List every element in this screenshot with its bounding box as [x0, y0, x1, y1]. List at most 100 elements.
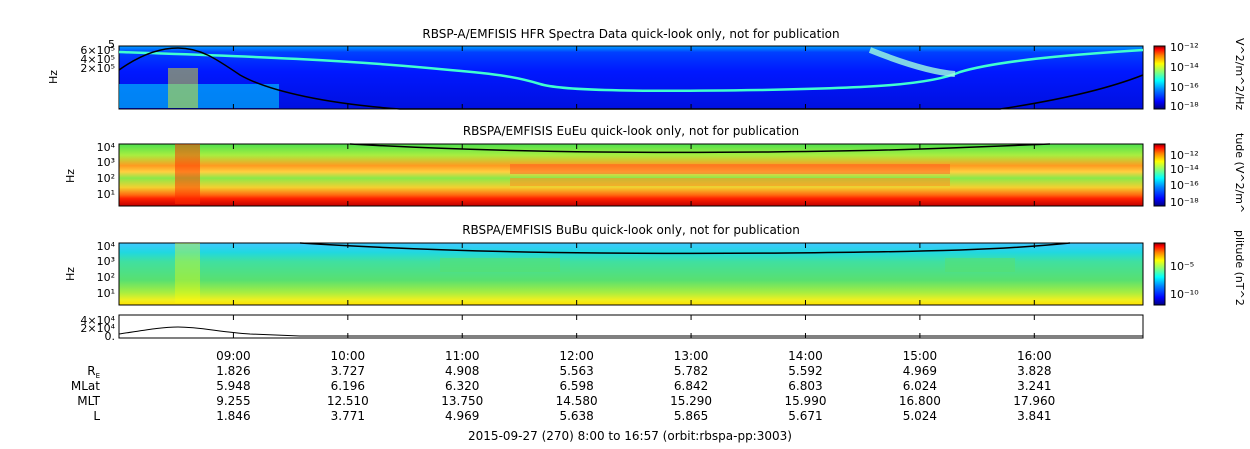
panel-1-low-freq-noise	[119, 84, 279, 108]
ephemeris-value: 15.990	[784, 394, 827, 408]
ephemeris-value: 17.960	[1013, 394, 1056, 408]
ephemeris-value: 3.241	[1017, 379, 1052, 393]
x-tick-label: 16:00	[1017, 349, 1052, 363]
ephemeris-value: 6.196	[330, 379, 365, 393]
ephemeris-value: 4.969	[445, 409, 480, 423]
panel-1-cbar-label: V^2/m^2/Hz	[1233, 38, 1246, 111]
ephemeris-value: 3.727	[330, 364, 365, 378]
ephemeris-value: 1.846	[216, 409, 251, 423]
panel-4-ytick: 4×10⁴	[80, 314, 115, 327]
ephemeris-value: 5.563	[559, 364, 594, 378]
ephemeris-value: 16.800	[898, 394, 941, 408]
ephemeris-value: 3.841	[1017, 409, 1052, 423]
x-tick-label: 11:00	[444, 349, 480, 363]
panel-1-colorbar	[1153, 45, 1166, 110]
ephemeris-value: 12.510	[326, 394, 369, 408]
panel-1-plot-area	[118, 45, 1144, 110]
panel-4-ytick: 0.	[104, 330, 116, 343]
panel-2-title: RBSPA/EMFISIS EuEu quick-look only, not …	[462, 124, 800, 138]
panel-3-cbar-tick: 10⁻¹⁰	[1170, 288, 1199, 301]
ephemeris-value: 15.290	[670, 394, 713, 408]
panel-1-ylabel: Hz	[47, 69, 60, 84]
panel-3-ytick: 10⁴	[96, 240, 115, 253]
panel-1-cbar-tick: 10⁻¹⁶	[1170, 81, 1199, 94]
panel-2-orange-band	[510, 178, 950, 186]
ephemeris-value: 4.908	[445, 364, 480, 378]
panel-2-cbar-tick: 10⁻¹⁸	[1170, 196, 1199, 209]
panel-3-gyro-line	[299, 242, 1071, 255]
panel-3-bubu	[118, 242, 1144, 306]
panel-2-ytick: 10¹	[96, 188, 115, 201]
panel-1-gyro-line	[118, 47, 1144, 110]
panel-1-chorus-band	[868, 47, 956, 77]
ephemeris-value: 5.024	[902, 409, 938, 423]
x-tick-label: 13:00	[673, 349, 709, 363]
panel-2-burst	[175, 144, 200, 204]
panel-2-red-band	[510, 164, 950, 174]
panel-2-eueu	[118, 143, 1144, 207]
panel-2-cbar-label: tude (V^2/m^	[1233, 133, 1246, 214]
panel-2-ytick: 10⁴	[96, 141, 115, 154]
ephemeris-value: 5.592	[788, 364, 823, 378]
panel-3-cbar-tick: 10⁻⁵	[1170, 260, 1195, 273]
panel-4-line	[118, 326, 1143, 337]
ephemeris-value: 4.969	[902, 364, 938, 378]
panel-1-hfr-spectra	[118, 45, 1144, 110]
ephemeris-value: 5.948	[216, 379, 251, 393]
panel-3-burst	[175, 243, 200, 303]
panel-3-ylabel: Hz	[64, 266, 77, 281]
panel-1-title: RBSP-A/EMFISIS HFR Spectra Data quick-lo…	[422, 27, 840, 41]
x-tick-label: 14:00	[788, 349, 823, 363]
ephemeris-value: 3.828	[1017, 364, 1052, 378]
ephemeris-value: 6.598	[559, 379, 594, 393]
x-tick-label: 12:00	[559, 349, 594, 363]
panel-4-line-plot	[118, 314, 1144, 339]
panel-1-ytick: 6×10⁵	[80, 44, 115, 57]
ephemeris-value: 13.750	[441, 394, 484, 408]
ephemeris-value: 6.320	[445, 379, 480, 393]
panel-1-burst	[168, 68, 198, 108]
panel-1-plasma-line	[118, 48, 1144, 92]
ephemeris-value: 5.671	[788, 409, 823, 423]
ephemeris-value: 6.842	[673, 379, 709, 393]
x-tick-label: 09:00	[216, 349, 251, 363]
ephemeris-row-label: L	[93, 409, 100, 423]
panel-2-ytick: 10³	[96, 156, 115, 169]
panel-2-cbar-tick: 10⁻¹⁶	[1170, 179, 1199, 192]
panel-2-cbar-tick: 10⁻¹⁴	[1170, 163, 1199, 176]
x-tick-label: 10:00	[330, 349, 366, 363]
panel-2-plot-area	[118, 143, 1144, 207]
x-axis-ticks	[232, 46, 1035, 338]
panel-3-ytick: 10¹	[96, 287, 115, 300]
panel-1-ytick: 5	[108, 38, 115, 51]
ephemeris-value: 14.580	[555, 394, 598, 408]
panel-3-title: RBSPA/EMFISIS BuBu quick-look only, not …	[462, 223, 800, 237]
panel-1-ytick: 4×10⁵	[80, 53, 115, 66]
panel-3-cbar-label: plitude (nT^2	[1233, 230, 1246, 306]
ephemeris-value: 1.826	[216, 364, 251, 378]
ephemeris-row-label: MLat	[70, 379, 100, 393]
panel-3-plot-area	[118, 242, 1144, 306]
ephemeris-row-label-subscript: E	[95, 372, 100, 380]
ephemeris-value: 5.782	[673, 364, 709, 378]
panel-1-cbar-tick: 10⁻¹²	[1170, 41, 1199, 54]
panel-3-chorus-band	[440, 258, 560, 272]
panel-1-cbar-tick: 10⁻¹⁴	[1170, 61, 1199, 74]
ephemeris-value: 5.865	[673, 409, 709, 423]
ephemeris-value: 6.803	[788, 379, 823, 393]
panel-1-cbar-tick: 10⁻¹⁸	[1170, 100, 1199, 113]
panel-2-gyro-line	[349, 143, 1051, 154]
ephemeris-value: 5.638	[559, 409, 594, 423]
ephemeris-value: 9.255	[216, 394, 251, 408]
panel-4-plot-area	[118, 314, 1144, 339]
panel-3-ytick: 10²	[96, 271, 115, 284]
panel-2-ytick: 10²	[96, 172, 115, 185]
panel-2-colorbar	[1153, 143, 1166, 207]
panel-2-ylabel: Hz	[64, 168, 77, 183]
ephemeris-row-label: MLT	[77, 394, 100, 408]
panel-1-ytick: 2×10⁵	[80, 62, 115, 75]
ephemeris-value: 6.024	[902, 379, 938, 393]
x-tick-label: 15:00	[902, 349, 938, 363]
panel-3-chorus-band-2	[945, 258, 1015, 272]
